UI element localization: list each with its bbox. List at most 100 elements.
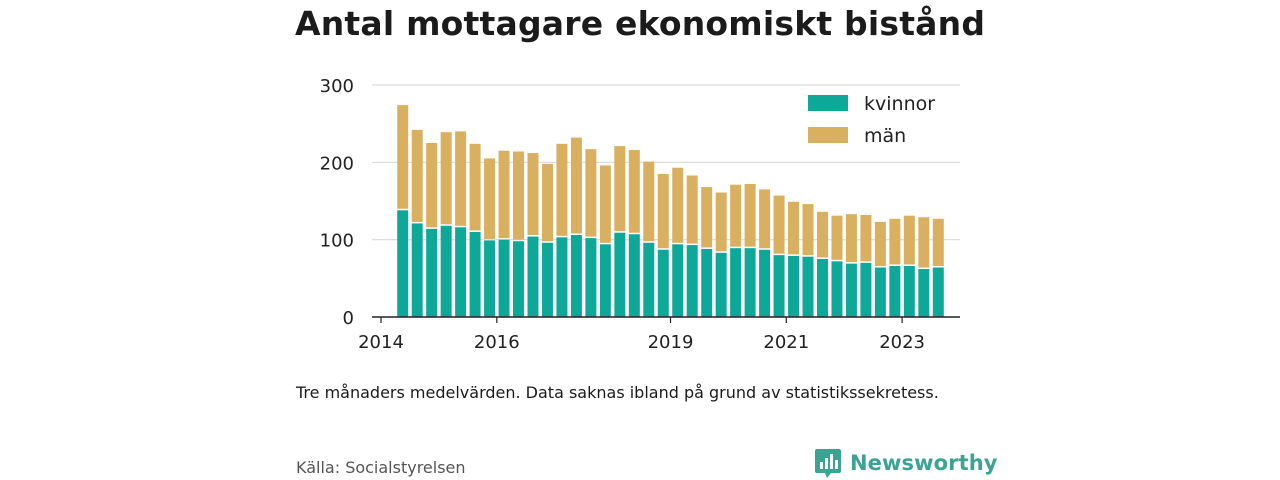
- bar-kvinnor: [498, 239, 510, 317]
- source-credit: Källa: Socialstyrelsen: [296, 458, 466, 477]
- brand-name: Newsworthy: [850, 451, 998, 475]
- bar-man: [788, 201, 800, 255]
- bar-kvinnor: [643, 242, 655, 317]
- bar-man: [570, 137, 582, 234]
- bar-kvinnor: [744, 248, 756, 317]
- bar-man: [672, 167, 684, 243]
- legend: kvinnor män: [808, 93, 935, 147]
- bar-man: [932, 218, 944, 267]
- bar-kvinnor: [759, 249, 771, 317]
- bar-kvinnor: [889, 265, 901, 317]
- bar-kvinnor: [541, 242, 553, 317]
- bar-man: [614, 146, 626, 232]
- bar-man: [469, 143, 481, 231]
- bar-kvinnor: [397, 210, 409, 317]
- bar-kvinnor: [469, 231, 481, 317]
- bar-kvinnor: [730, 248, 742, 317]
- bar-man: [599, 165, 611, 243]
- bar-kvinnor: [831, 261, 843, 317]
- bar-kvinnor: [614, 232, 626, 317]
- bar-kvinnor: [527, 236, 539, 317]
- bar-man: [701, 187, 713, 248]
- bar-kvinnor: [845, 263, 857, 317]
- x-tick-label: 2014: [358, 332, 404, 353]
- bar-kvinnor: [860, 262, 872, 317]
- bar-man: [831, 215, 843, 260]
- bar-kvinnor: [513, 241, 525, 317]
- bar-man: [628, 149, 640, 233]
- bar-man: [484, 158, 496, 239]
- bar-man: [643, 161, 655, 242]
- bar-kvinnor: [903, 265, 915, 317]
- bar-man: [889, 218, 901, 265]
- bar-man: [426, 143, 438, 228]
- bar-man: [527, 153, 539, 236]
- x-tick-label: 2021: [763, 332, 809, 353]
- brand-logo[interactable]: Newsworthy: [814, 446, 998, 480]
- legend-label: män: [864, 125, 906, 147]
- bar-kvinnor: [715, 252, 727, 317]
- bar-man: [585, 149, 597, 237]
- bar-kvinnor: [773, 255, 785, 317]
- bar-kvinnor: [802, 256, 814, 317]
- bar-man: [411, 129, 423, 222]
- bar-man: [759, 189, 771, 249]
- bar-kvinnor: [657, 249, 669, 317]
- bar-kvinnor: [455, 227, 467, 317]
- bar-man: [556, 143, 568, 236]
- y-tick-label: 300: [320, 76, 354, 97]
- bar-man: [541, 163, 553, 242]
- bar-kvinnor: [426, 228, 438, 317]
- bar-kvinnor: [585, 238, 597, 317]
- bar-kvinnor: [440, 225, 452, 317]
- bar-man: [513, 151, 525, 240]
- bar-man: [816, 211, 828, 258]
- bar-man: [802, 204, 814, 256]
- x-tick-label: 2016: [474, 332, 520, 353]
- legend-swatch: [808, 95, 848, 111]
- bar-man: [686, 175, 698, 244]
- x-tick-label: 2023: [879, 332, 925, 353]
- bar-kvinnor: [932, 267, 944, 317]
- bar-kvinnor: [570, 235, 582, 317]
- bar-man: [874, 221, 886, 267]
- bars: [397, 105, 944, 317]
- bar-man: [918, 217, 930, 268]
- bar-kvinnor: [816, 259, 828, 317]
- bar-kvinnor: [701, 248, 713, 317]
- bar-kvinnor: [686, 245, 698, 317]
- bar-kvinnor: [628, 234, 640, 317]
- legend-label: kvinnor: [864, 93, 935, 115]
- bar-man: [860, 214, 872, 262]
- newsworthy-logo-icon: [815, 449, 841, 478]
- bar-man: [498, 150, 510, 239]
- bar-kvinnor: [788, 255, 800, 317]
- bar-kvinnor: [874, 267, 886, 317]
- bar-man: [730, 184, 742, 247]
- bar-man: [845, 214, 857, 263]
- legend-swatch: [808, 127, 848, 143]
- bar-kvinnor: [672, 244, 684, 317]
- y-axis-tick-labels: 0 100 200 300: [320, 76, 354, 329]
- chart-title: Antal mottagare ekonomiskt bistånd: [295, 4, 986, 43]
- x-tick-label: 2019: [648, 332, 694, 353]
- y-tick-label: 0: [343, 308, 354, 329]
- x-axis: 2014 2016 2019 2021 2023: [358, 316, 960, 353]
- bar-man: [455, 131, 467, 226]
- bar-man: [397, 105, 409, 209]
- y-tick-label: 100: [320, 231, 354, 252]
- bar-man: [440, 132, 452, 225]
- bar-man: [773, 195, 785, 254]
- y-tick-label: 200: [320, 153, 354, 174]
- bar-kvinnor: [411, 223, 423, 317]
- bar-kvinnor: [599, 244, 611, 317]
- bar-man: [744, 183, 756, 247]
- bar-kvinnor: [556, 237, 568, 317]
- bar-man: [715, 192, 727, 252]
- bar-man: [903, 215, 915, 265]
- bar-kvinnor: [484, 240, 496, 317]
- chart-note: Tre månaders medelvärden. Data saknas ib…: [296, 383, 939, 402]
- bar-man: [657, 173, 669, 249]
- bar-kvinnor: [918, 269, 930, 317]
